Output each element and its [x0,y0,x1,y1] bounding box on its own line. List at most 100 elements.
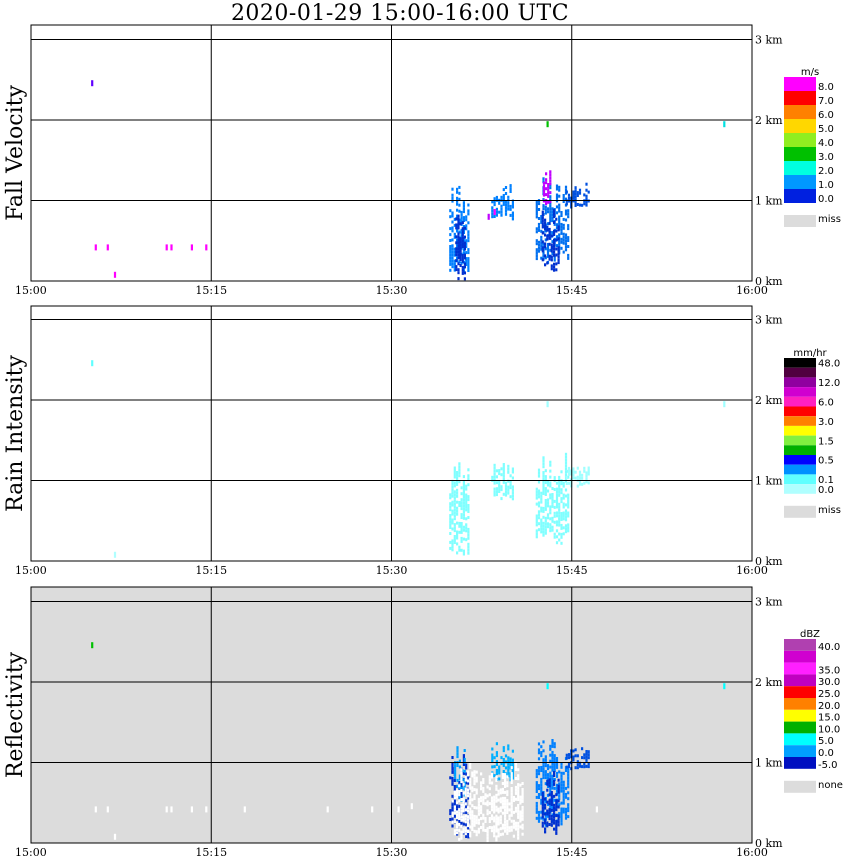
echo-gate [540,509,543,513]
echo-gate [469,780,472,784]
echo-gate [555,828,558,832]
echo-gate [557,820,560,824]
echo-gate [535,816,538,820]
echo-gate [462,498,465,502]
echo-gate [521,782,524,785]
echo-gate [562,241,565,245]
echo-gate [542,471,545,475]
echo-gate [535,242,538,246]
echo-gate [535,772,538,776]
echo-gate [459,249,462,253]
echo-gate [541,824,544,828]
echo-gate [453,811,456,815]
echo-gate [587,753,590,757]
echo-gate [548,227,551,231]
echo-gate [501,823,504,827]
echo-gate [463,226,466,230]
echo-gate [576,203,579,206]
echo-gate [553,779,556,783]
echo-gate [521,817,524,821]
echo-gate [547,191,550,195]
echo-gate [501,790,504,794]
echo-gate [466,815,470,819]
echo-gate [558,532,561,536]
echo-gate [504,782,507,785]
echo-gate [465,224,468,228]
echo-gate [555,196,559,200]
echo-gate [564,236,568,240]
echo-gate [451,814,454,818]
echo-gate [567,245,570,248]
echo-gate [551,774,554,778]
echo-gate [495,754,498,758]
echo-gate [567,779,570,783]
echo-speck [487,213,490,220]
echo-gate [517,774,520,778]
echo-gate [567,215,570,219]
echo-gate [542,530,545,534]
echo-gate [451,265,454,269]
echo-gate [581,203,584,207]
echo-speck [546,401,549,408]
echo-gate [469,834,472,838]
echo-gate [453,793,456,797]
echo-gate [508,817,511,821]
echo-gate [463,784,466,788]
legend-swatch [784,367,816,378]
x-tick-label: 16:00 [736,564,768,577]
legend-swatch [784,377,816,388]
echo-gate [564,509,568,513]
echo-gate [574,766,577,770]
echo-gate [506,805,509,809]
echo-gate [585,755,588,759]
echo-gate [504,779,507,782]
echo-gate [540,530,543,534]
x-tick-label: 16:00 [736,284,768,297]
echo-gate [551,519,554,523]
echo-gate [455,247,458,251]
echo-gate [465,493,468,497]
echo-gate [583,765,586,769]
echo-gate [455,250,458,254]
echo-gate [465,505,468,509]
echo-gate [453,472,456,476]
echo-gate [495,769,498,772]
echo-gate [555,771,559,775]
echo-gate [465,496,468,500]
echo-gate [475,830,478,834]
echo-gate [495,751,498,755]
echo-gate [551,487,554,490]
echo-gate [458,819,461,823]
echo-gate [495,796,498,800]
echo-gate [555,187,559,191]
color-legend: dBZ40.035.030.025.020.015.010.05.00.0-5.… [784,629,843,793]
legend-label: 3.0 [818,417,834,428]
echo-gate [517,836,520,840]
echo-gate [462,481,465,484]
echo-gate [473,794,476,798]
echo-gate [457,247,460,251]
echo-gate [521,826,524,830]
echo-gate [558,797,561,801]
echo-gate [467,212,470,216]
echo-gate [541,815,544,819]
echo-gate [545,187,548,191]
echo-gate [504,773,507,777]
echo-gate [535,769,538,773]
echo-gate [498,487,501,490]
echo-gate [560,532,563,536]
echo-gate [493,487,496,491]
echo-gate [453,538,456,541]
echo-gate [458,480,461,484]
echo-gate [564,233,568,237]
echo-gate [449,776,452,780]
echo-gate [555,223,559,227]
echo-gate [467,536,470,540]
echo-gate [548,257,551,261]
echo-gate [535,212,538,216]
echo-gate [511,758,514,762]
echo-gate [466,788,470,792]
echo-gate [544,242,547,246]
echo-gate [467,826,470,830]
echo-gate [449,262,452,266]
